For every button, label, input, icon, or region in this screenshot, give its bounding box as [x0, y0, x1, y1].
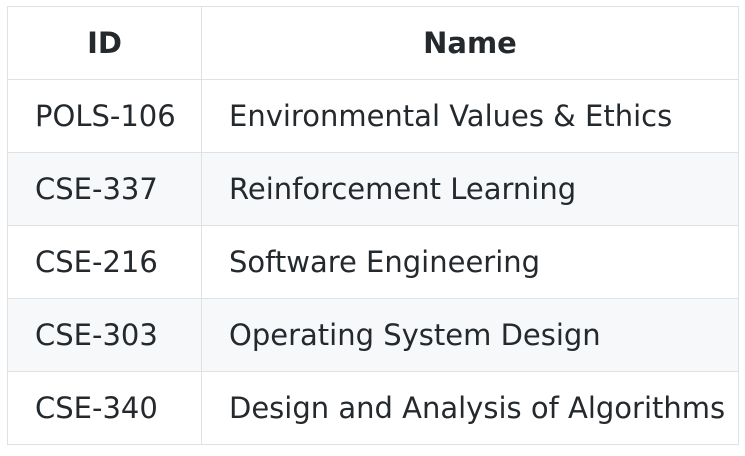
- table-row: CSE-337 Reinforcement Learning: [7, 152, 739, 226]
- course-name-cell: Operating System Design: [201, 298, 739, 372]
- course-id-cell: CSE-303: [7, 298, 202, 372]
- table-row: CSE-303 Operating System Design: [7, 298, 739, 372]
- course-name-cell: Design and Analysis of Algorithms: [201, 371, 739, 445]
- course-table-container: ID Name POLS-106 Environmental Values & …: [7, 6, 739, 445]
- column-header-name: Name: [201, 6, 739, 80]
- course-id-cell: CSE-216: [7, 225, 202, 299]
- table-header-row: ID Name: [7, 6, 739, 80]
- table-row: POLS-106 Environmental Values & Ethics: [7, 79, 739, 153]
- course-id-cell: CSE-337: [7, 152, 202, 226]
- table-row: CSE-340 Design and Analysis of Algorithm…: [7, 371, 739, 445]
- course-id-cell: POLS-106: [7, 79, 202, 153]
- course-name-cell: Reinforcement Learning: [201, 152, 739, 226]
- table-row: CSE-216 Software Engineering: [7, 225, 739, 299]
- course-id-cell: CSE-340: [7, 371, 202, 445]
- column-header-id: ID: [7, 6, 202, 80]
- course-table: ID Name POLS-106 Environmental Values & …: [7, 6, 739, 445]
- course-name-cell: Software Engineering: [201, 225, 739, 299]
- course-name-cell: Environmental Values & Ethics: [201, 79, 739, 153]
